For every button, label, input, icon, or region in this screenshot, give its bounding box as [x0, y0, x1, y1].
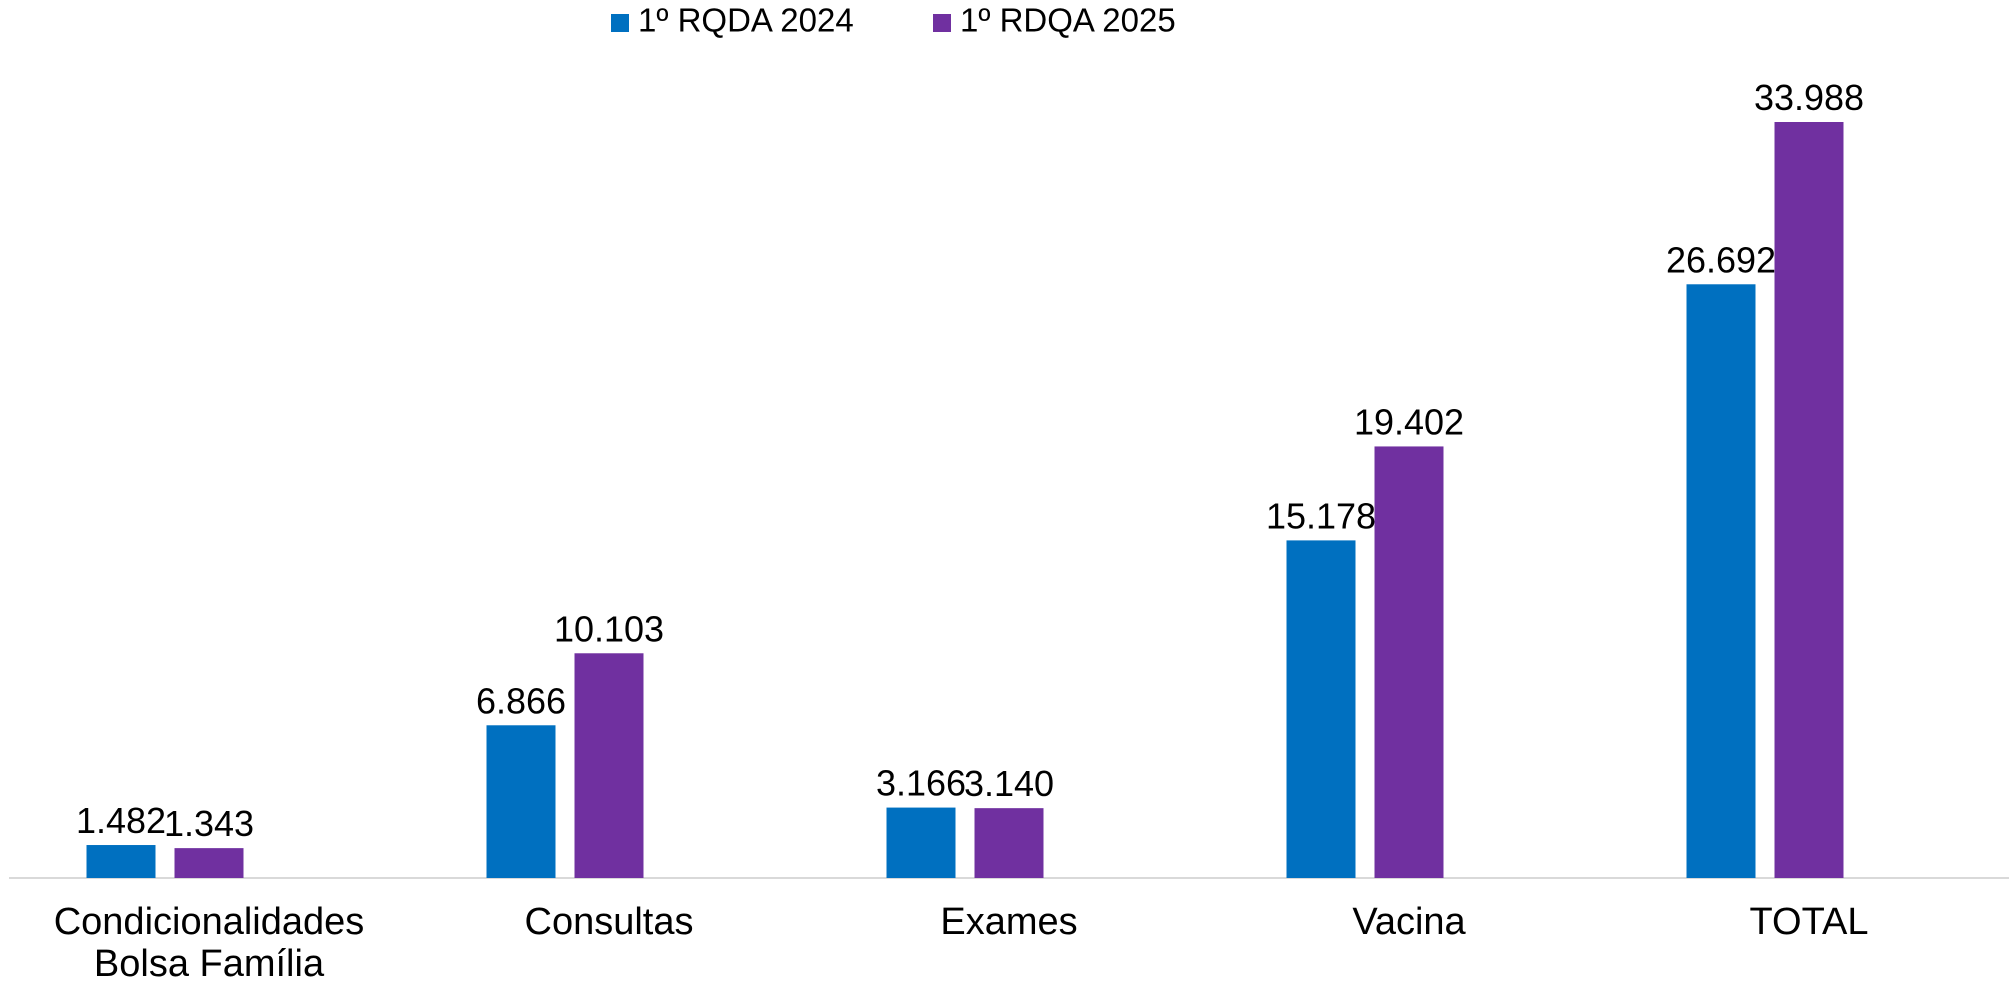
legend-swatch: [933, 14, 951, 32]
bar: [86, 845, 156, 878]
data-label: 10.103: [554, 608, 664, 649]
x-tick-label: Vacina: [1352, 901, 1466, 943]
legend-label: 1º RQDA 2024: [638, 2, 854, 39]
data-label: 3.166: [876, 763, 966, 804]
bar: [886, 807, 956, 878]
bar: [1774, 122, 1844, 878]
data-label: 33.988: [1754, 77, 1864, 118]
data-label: 15.178: [1266, 495, 1376, 536]
x-tick-label: Exames: [940, 901, 1078, 943]
bar: [174, 848, 244, 878]
x-tick-label: Consultas: [524, 901, 694, 943]
x-tick-label: TOTAL: [1749, 901, 1869, 943]
x-tick-label: Condicionalidades Bolsa Família: [53, 901, 365, 985]
bar: [1286, 540, 1356, 878]
data-label: 1.343: [164, 803, 254, 844]
data-label: 19.402: [1354, 401, 1464, 442]
bar: [486, 725, 556, 878]
bar: [1686, 284, 1756, 878]
legend-swatch: [611, 14, 629, 32]
legend-label: 1º RDQA 2025: [960, 2, 1176, 39]
bar: [974, 808, 1044, 878]
data-label: 1.482: [76, 800, 166, 841]
bar: [574, 653, 644, 878]
bar: [1374, 446, 1444, 878]
data-label: 3.140: [964, 763, 1054, 804]
data-label: 26.692: [1666, 239, 1776, 280]
data-label: 6.866: [476, 680, 566, 721]
